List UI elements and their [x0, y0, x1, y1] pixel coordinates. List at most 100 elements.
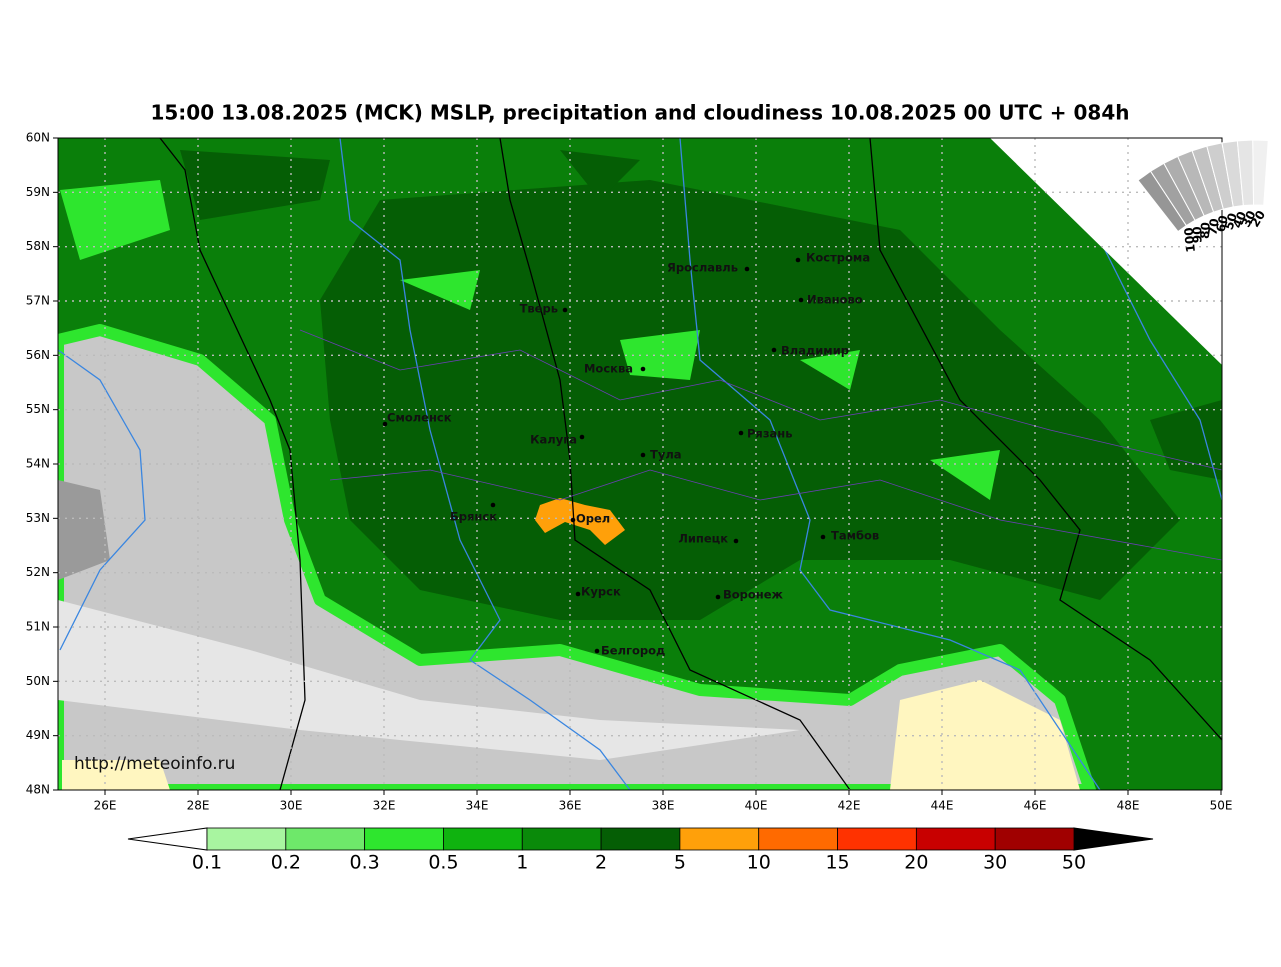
lat-label: 49N [26, 728, 50, 742]
city-dot [738, 430, 744, 436]
lat-label: 52N [26, 565, 50, 579]
colorbar-bin [758, 827, 838, 851]
colorbar-label: 50 [1062, 852, 1086, 874]
city-label: Липецк [678, 532, 728, 546]
colorbar-label: 0.3 [350, 852, 380, 874]
lat-label: 54N [26, 457, 50, 471]
map-area [58, 138, 1222, 790]
colorbar-label: 5 [674, 852, 686, 874]
cities: Ярославль Кострома Тверь Иваново Владими… [382, 251, 879, 658]
lat-label: 53N [26, 511, 50, 525]
city-label: Смоленск [387, 411, 452, 425]
lon-label: 42E [838, 799, 861, 813]
colorbar-bin [206, 827, 287, 851]
country-border [869, 138, 1222, 741]
colorbar-bin [443, 827, 523, 851]
colorbar-bin [521, 827, 602, 851]
city-dot [640, 452, 646, 458]
colorbar: 0.1 0.2 0.3 0.5 1 2 5 10 15 20 30 50 [127, 827, 1154, 874]
lon-label: 32E [373, 799, 396, 813]
city-dot [820, 534, 826, 540]
cloud-scale-label: 50 [1222, 211, 1240, 231]
heavy-precip-area [180, 150, 1222, 480]
colorbar-bin [837, 827, 917, 851]
lat-label: 51N [26, 620, 50, 634]
light-precip-area [60, 180, 1000, 500]
cloud-scale-label: 70 [1205, 217, 1221, 236]
region-border [299, 329, 1222, 471]
colorbar-label: 1 [516, 852, 528, 874]
colorbar-label: 20 [904, 852, 928, 874]
city-label: Иваново [807, 293, 863, 307]
city-dot [640, 366, 646, 372]
colorbar-label: 10 [747, 852, 771, 874]
city-dot [382, 421, 388, 427]
colorbar-label: 0.2 [271, 852, 301, 874]
colorbar-label: 0.1 [192, 852, 222, 874]
lon-label: 46E [1024, 799, 1047, 813]
city-label: Курск [581, 585, 621, 599]
city-dot [579, 434, 585, 440]
city-label: Рязань [747, 427, 792, 441]
city-dot [798, 297, 804, 303]
city-dot [490, 502, 496, 508]
country-border [499, 138, 851, 790]
lon-label: 34E [466, 799, 489, 813]
city-label: Орел [576, 512, 610, 526]
city-dot [733, 538, 739, 544]
colorbar-bin [915, 827, 996, 851]
colorbar-bin [285, 827, 366, 851]
lon-label: 40E [745, 799, 768, 813]
city-label: Кострома [806, 251, 870, 265]
colorbar-label: 15 [825, 852, 849, 874]
lon-label: 50E [1210, 799, 1233, 813]
river [339, 138, 631, 790]
light-cloud-band [58, 600, 800, 760]
city-label: Калуга [530, 433, 577, 447]
river [1099, 239, 1222, 501]
colorbar-label: 2 [595, 852, 607, 874]
cloud-scale-label: 90 [1190, 226, 1204, 243]
colorbar-label: 0.5 [428, 852, 458, 874]
lat-label: 48N [26, 783, 50, 797]
city-label: Белгород [601, 644, 665, 658]
lon-label: 48E [1117, 799, 1140, 813]
colorbar-bin [994, 827, 1075, 851]
city-dot [771, 347, 777, 353]
city-dot [715, 594, 721, 600]
clear-sky-area [62, 680, 1080, 790]
lon-label: 38E [652, 799, 675, 813]
cloud-scale-label: 60 [1213, 214, 1230, 233]
colorbar-over [1073, 827, 1154, 851]
city-dot [744, 266, 750, 272]
colorbar-under [127, 827, 208, 851]
city-label: Тамбов [831, 529, 879, 543]
city-dot [570, 517, 576, 523]
colorbar-label: 30 [983, 852, 1007, 874]
title: 15:00 13.08.2025 (MCK) MSLP, precipitati… [150, 101, 1129, 125]
lon-label: 44E [931, 799, 954, 813]
lat-label: 57N [26, 294, 50, 308]
country-border [159, 138, 306, 790]
city-dot [562, 307, 568, 313]
city-label: Воронеж [723, 588, 784, 602]
colorbar-bin [364, 827, 444, 851]
region-border [329, 469, 1222, 561]
city-label: Тула [650, 448, 682, 462]
cloud-scale-label: 100 [1182, 227, 1198, 253]
city-label: Москва [584, 362, 633, 376]
city-label: Ярославль [667, 261, 738, 275]
cloud-scale-segment [1252, 139, 1269, 206]
lat-label: 60N [26, 131, 50, 145]
moderate-precip-area [535, 498, 625, 545]
city-label: Владимир [781, 344, 849, 358]
colorbar-bin [679, 827, 760, 851]
lat-label: 58N [26, 239, 50, 253]
lon-label: 26E [94, 799, 117, 813]
lat-label: 59N [26, 185, 50, 199]
dense-cloud-area [58, 480, 110, 580]
watermark: http://meteoinfo.ru [74, 754, 235, 774]
city-label: Брянск [450, 510, 497, 524]
